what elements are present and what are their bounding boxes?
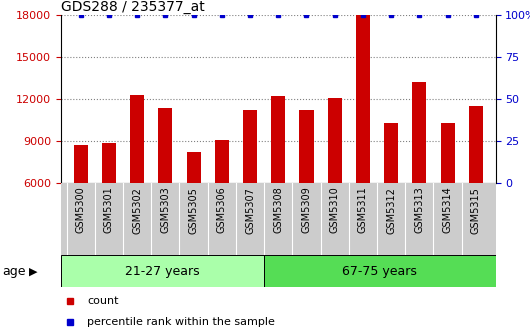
Bar bbox=[264, 255, 496, 287]
Bar bbox=[412, 82, 427, 267]
Text: 21-27 years: 21-27 years bbox=[125, 265, 200, 278]
Bar bbox=[130, 95, 144, 267]
Text: count: count bbox=[87, 296, 119, 306]
Bar bbox=[384, 123, 398, 267]
Bar bbox=[187, 152, 201, 267]
Bar bbox=[243, 110, 257, 267]
Text: 67-75 years: 67-75 years bbox=[342, 265, 417, 278]
Text: GSM5312: GSM5312 bbox=[386, 187, 396, 234]
Bar bbox=[158, 108, 172, 267]
Bar bbox=[328, 98, 342, 267]
Text: percentile rank within the sample: percentile rank within the sample bbox=[87, 318, 275, 327]
Bar bbox=[215, 140, 229, 267]
Text: GSM5313: GSM5313 bbox=[414, 187, 425, 234]
Text: GSM5308: GSM5308 bbox=[273, 187, 283, 234]
Bar bbox=[299, 110, 314, 267]
Text: age: age bbox=[3, 265, 26, 278]
Bar bbox=[61, 255, 264, 287]
Bar bbox=[271, 96, 285, 267]
Text: GSM5307: GSM5307 bbox=[245, 187, 255, 234]
Text: GSM5311: GSM5311 bbox=[358, 187, 368, 234]
Text: GSM5302: GSM5302 bbox=[132, 187, 142, 234]
Bar bbox=[469, 106, 483, 267]
Text: GSM5314: GSM5314 bbox=[443, 187, 453, 234]
Bar bbox=[74, 145, 88, 267]
Text: GSM5315: GSM5315 bbox=[471, 187, 481, 234]
Text: GSM5301: GSM5301 bbox=[104, 187, 114, 234]
Bar bbox=[102, 142, 116, 267]
Bar bbox=[356, 15, 370, 267]
Text: GDS288 / 235377_at: GDS288 / 235377_at bbox=[61, 0, 205, 14]
Text: GSM5309: GSM5309 bbox=[302, 187, 312, 234]
Text: GSM5303: GSM5303 bbox=[161, 187, 170, 234]
Text: GSM5310: GSM5310 bbox=[330, 187, 340, 234]
Text: GSM5300: GSM5300 bbox=[76, 187, 86, 234]
Bar bbox=[440, 123, 455, 267]
Text: ▶: ▶ bbox=[29, 266, 38, 276]
Text: GSM5305: GSM5305 bbox=[189, 187, 199, 234]
Text: GSM5306: GSM5306 bbox=[217, 187, 227, 234]
